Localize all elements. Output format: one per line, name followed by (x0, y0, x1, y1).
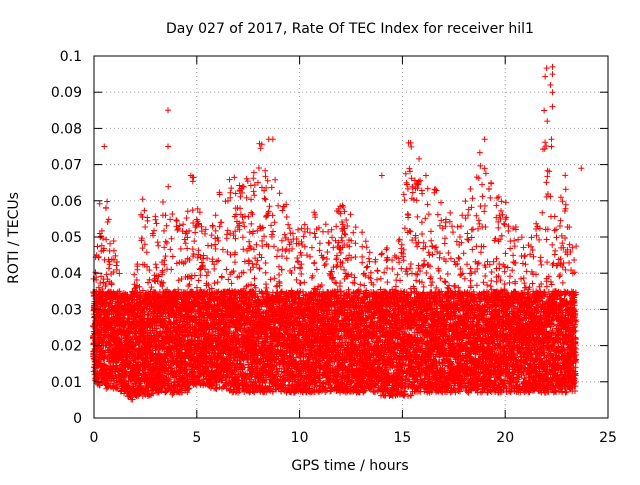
chart-background (0, 0, 640, 480)
